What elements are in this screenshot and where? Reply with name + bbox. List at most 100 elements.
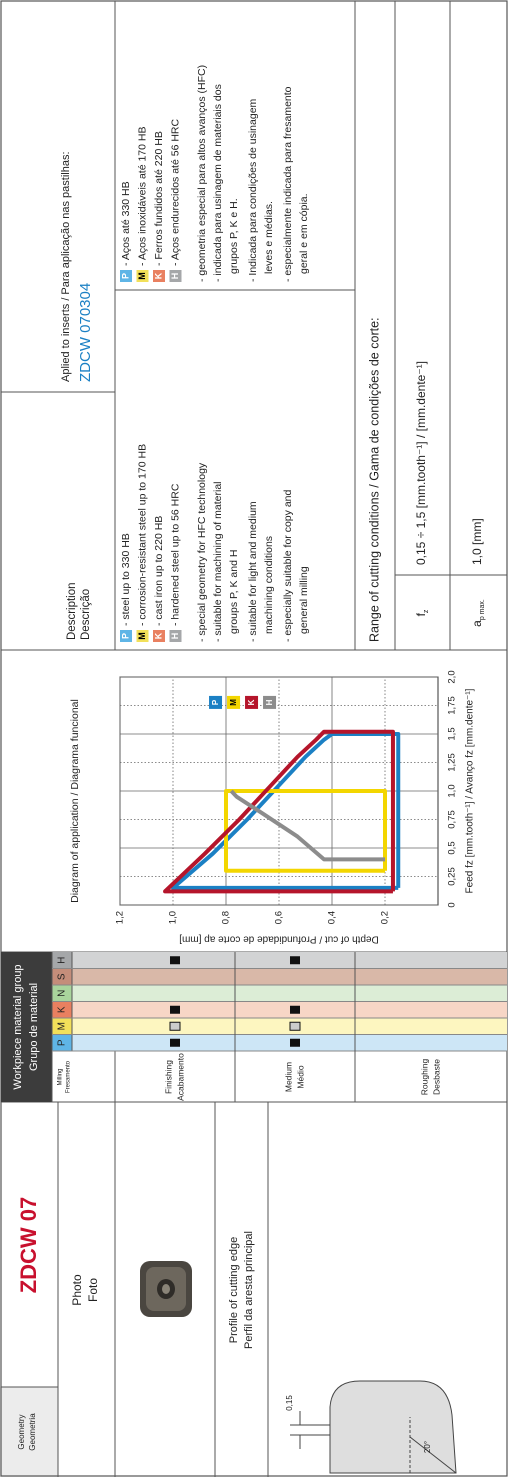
- profile-label: Perfil da aresta principal: [243, 1231, 255, 1349]
- y-tick-label: 1,2: [115, 911, 126, 924]
- badge-letter: P: [120, 273, 130, 279]
- symbol: a: [470, 620, 484, 627]
- photo-label: Foto: [86, 1278, 100, 1302]
- badge-letter: H: [170, 273, 180, 280]
- marker-open: [289, 1021, 301, 1031]
- material-badge: [153, 270, 165, 282]
- subscript: p max.: [479, 599, 486, 620]
- x-tick-label: 1,5: [447, 727, 458, 740]
- milling-label: Fresamento: [66, 1060, 72, 1093]
- material-letter: M: [57, 1022, 68, 1030]
- material-text: - steel up to 330 HB: [120, 533, 132, 626]
- geometry-label: Geometry: [17, 1414, 26, 1449]
- note-text: - especially suitable for copy and: [282, 490, 294, 642]
- symbol: f: [414, 612, 428, 616]
- material-text: - Ferros fundidos até 220 HB: [153, 131, 165, 266]
- material-text: - corrosion-resistant steel up to 170 HB: [136, 444, 148, 626]
- note-text: groups P, K and H: [228, 550, 240, 634]
- marker-open: [169, 1021, 181, 1031]
- applied-label: Aplied to inserts / Para aplicação nas p…: [60, 151, 72, 382]
- x-tick-label: 0,5: [447, 841, 458, 854]
- note-text: - indicada para usinagem de materiais do…: [212, 84, 224, 282]
- legend-label: K: [247, 699, 256, 705]
- series-line: [171, 732, 401, 890]
- marker-filled: [170, 956, 180, 965]
- legend-swatch: [263, 695, 277, 709]
- x-tick-label: 1,0: [447, 784, 458, 797]
- chart-title: Diagram of application / Diagrama funcio…: [69, 699, 81, 903]
- material-stripe: [72, 952, 507, 969]
- y-tick-label: 1,0: [168, 911, 179, 924]
- profile-drawing: [290, 1380, 457, 1474]
- material-title: Workpiece material group: [12, 964, 24, 1089]
- legend-label: H: [265, 699, 274, 705]
- material-letter: P: [57, 1039, 68, 1046]
- y-tick-label: 0,4: [327, 911, 338, 924]
- description-label: Descrição: [80, 589, 92, 640]
- marker-filled: [290, 1038, 300, 1047]
- badge-letter: P: [120, 633, 130, 639]
- material-cell: [52, 1034, 72, 1051]
- y-axis-title: Depth of cut / Profundidade de corte ap …: [179, 933, 379, 944]
- note-text: - suitable for light and medium: [247, 501, 259, 642]
- series-line: [224, 789, 387, 873]
- note-text: machining conditions: [263, 536, 275, 634]
- geometry-header-bg: [0, 1387, 58, 1477]
- legend-swatch: [227, 695, 241, 709]
- marker-filled: [170, 1038, 180, 1047]
- note-text: general milling: [298, 566, 310, 634]
- legend-label: M: [229, 699, 238, 706]
- profile-label: Profile of cutting edge: [228, 1237, 240, 1343]
- material-text: - Aços endurecidos até 56 HRC: [169, 119, 181, 266]
- milling-label: Milling: [58, 1068, 64, 1085]
- note-text: - special geometry for HFC technology: [196, 462, 208, 642]
- material-badge: [120, 270, 132, 282]
- profile-angle: 20°: [423, 1441, 432, 1453]
- material-cell: [52, 952, 72, 969]
- material-letter: H: [57, 957, 68, 964]
- geometry-name: ZDCW 07: [16, 1197, 41, 1294]
- marker-filled: [170, 1005, 180, 1014]
- x-tick-label: 0: [447, 902, 458, 907]
- material-text: - hardened steel up to 56 HRC: [169, 483, 181, 626]
- material-cell: [52, 968, 72, 985]
- material-letter: S: [57, 973, 68, 980]
- series-line: [163, 729, 395, 894]
- legend-swatch: [245, 695, 259, 709]
- material-stripe: [72, 1034, 507, 1051]
- material-badge: [169, 270, 182, 282]
- marker-filled: [290, 956, 300, 965]
- material-text: - Aços até 330 HB: [120, 181, 132, 266]
- material-stripe: [72, 968, 507, 985]
- photo-label: Photo: [70, 1274, 84, 1306]
- x-tick-label: 1,25: [447, 753, 458, 772]
- material-badge: [136, 630, 149, 642]
- condition-value: 1,0 [mm]: [470, 518, 484, 565]
- material-title: Grupo de material: [28, 983, 40, 1071]
- range-label: Range of cutting conditions / Gama de co…: [367, 318, 381, 643]
- material-text: - cast iron up to 220 HB: [153, 516, 165, 626]
- row-label: Medium: [283, 1062, 293, 1092]
- x-tick-label: 1,75: [447, 696, 458, 715]
- condition-value: 0,15 ÷ 1,5 [mm.tooth⁻¹] / [mm.dente⁻¹]: [414, 361, 428, 565]
- material-cell: [52, 1018, 72, 1035]
- row-label: Finishing: [163, 1060, 173, 1094]
- geometry-label: Geometria: [28, 1413, 37, 1451]
- note-text: - geometria especial para altos avanços …: [196, 65, 208, 282]
- note-text: leves e médias.: [263, 201, 275, 274]
- series-line: [229, 789, 385, 862]
- note-text: - suitable for machining of material: [212, 482, 224, 643]
- material-letter: N: [57, 990, 68, 997]
- material-text: - Aços inoxidáveis até 170 HB: [136, 127, 148, 267]
- x-tick-label: 0,25: [447, 867, 458, 886]
- badge-letter: M: [137, 272, 147, 280]
- note-text: grupos P, K e H.: [228, 198, 240, 274]
- material-badge: [120, 630, 132, 642]
- x-tick-label: 2,0: [447, 670, 458, 683]
- material-badge: [169, 630, 182, 642]
- badge-letter: M: [137, 632, 147, 640]
- row-label: Roughing: [419, 1059, 429, 1096]
- material-cell: [52, 985, 72, 1002]
